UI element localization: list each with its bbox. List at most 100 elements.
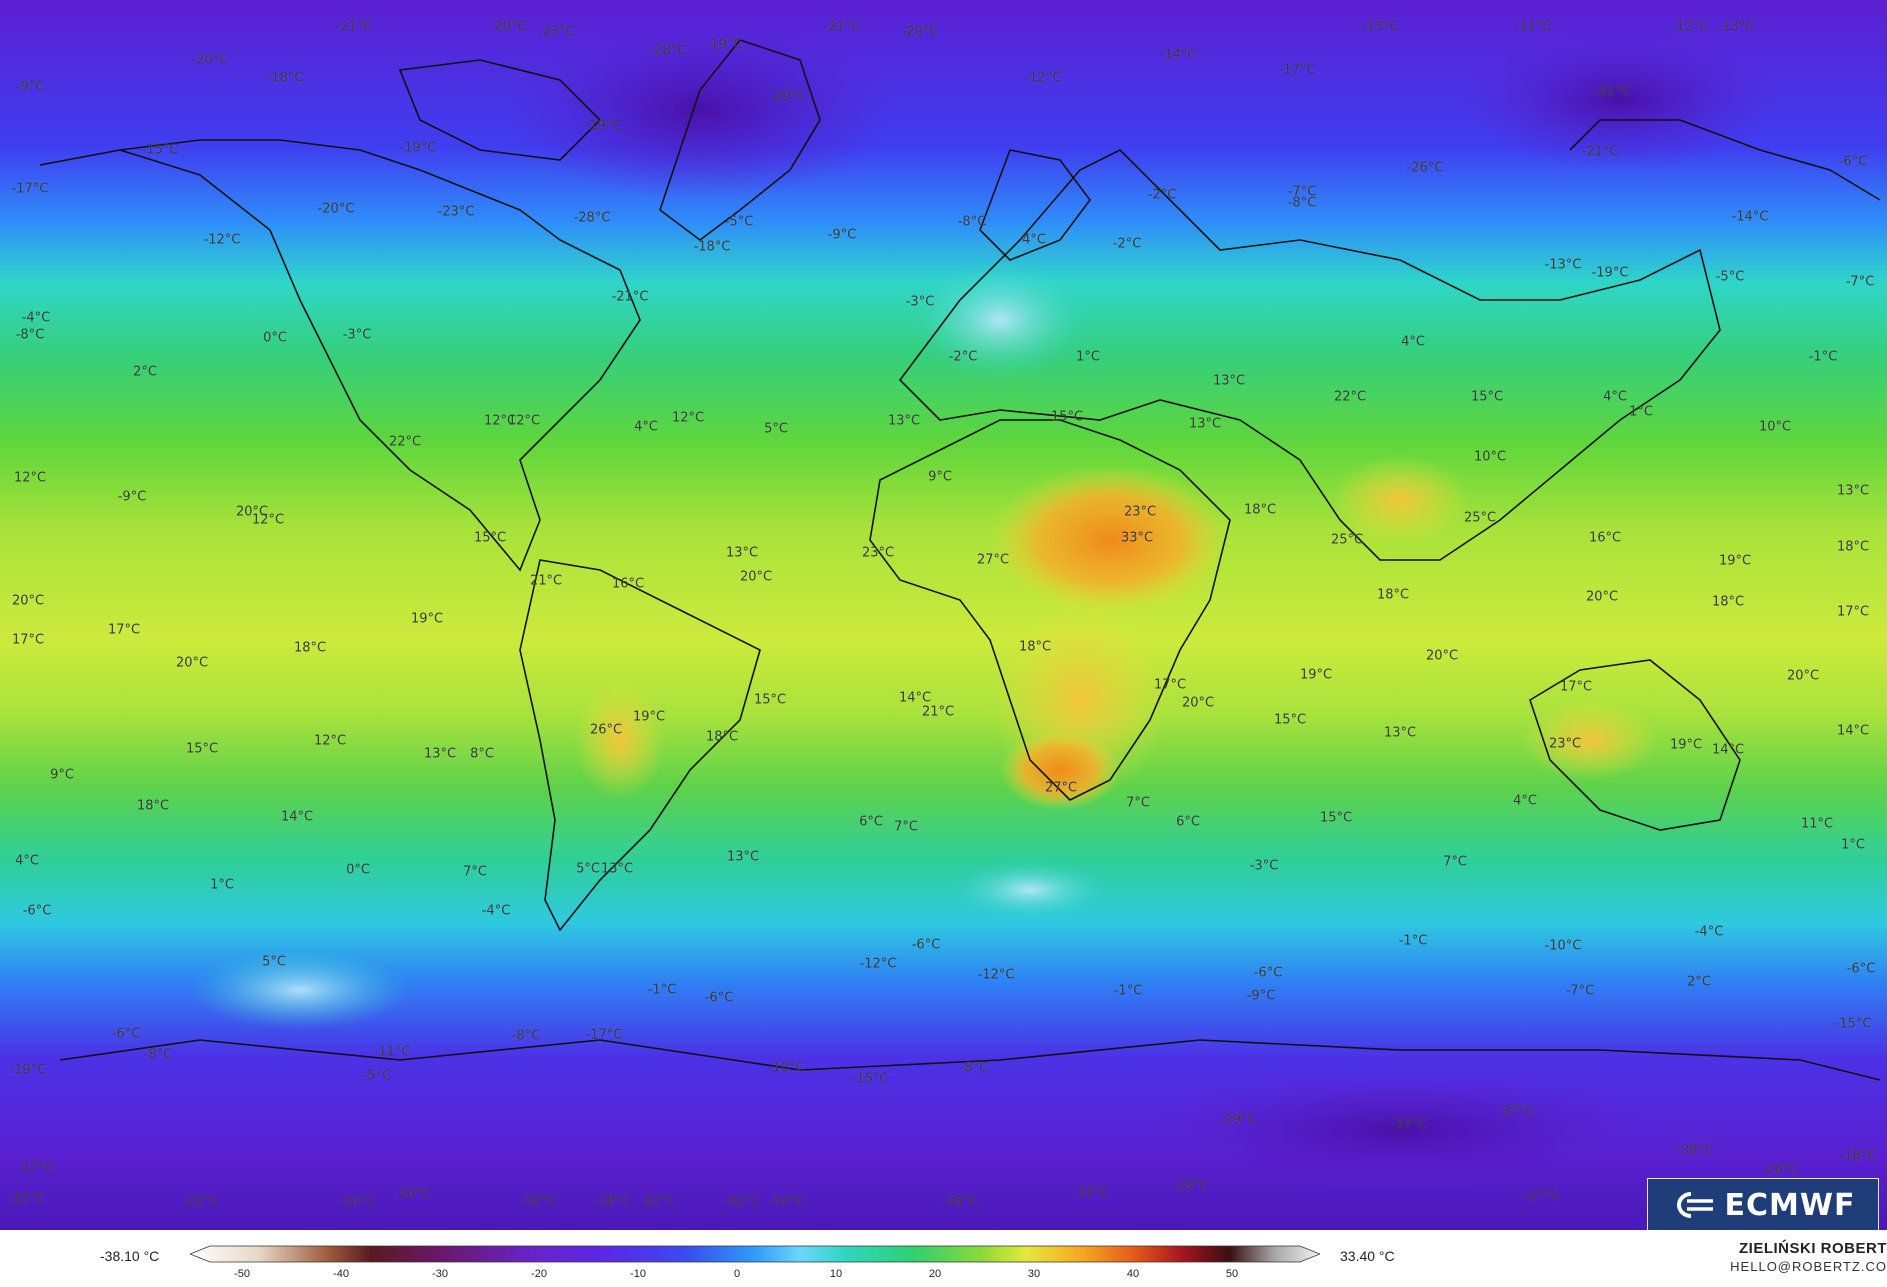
- temperature-label: -12°C: [977, 967, 1015, 983]
- temperature-label: -19°C: [705, 37, 743, 53]
- temperature-label: -1°C: [647, 982, 677, 998]
- temperature-label: 18°C: [1711, 594, 1745, 610]
- temperature-label: -18°C: [1839, 1148, 1877, 1164]
- temperature-label: -8°C: [143, 1047, 173, 1063]
- temperature-label: -2°C: [948, 349, 978, 365]
- temperature-label: 18°C: [136, 798, 170, 814]
- temperature-label: -6°C: [704, 990, 734, 1006]
- temperature-label: -26°C: [1406, 160, 1444, 176]
- temperature-label: -14°C: [1731, 209, 1769, 225]
- temperature-label: 13°C: [600, 861, 634, 877]
- temperature-label: -17°C: [11, 181, 49, 197]
- temperature-label: -13°C: [1361, 19, 1399, 35]
- scale-tick-label: 10: [829, 1268, 843, 1280]
- temperature-label: 15°C: [753, 692, 787, 708]
- temperature-label: -11°C: [373, 1044, 411, 1060]
- temperature-label: 17°C: [11, 632, 45, 648]
- temperature-label: 13°C: [1383, 725, 1417, 741]
- temperature-label: 19°C: [1669, 737, 1703, 753]
- temperature-label: -19°C: [399, 140, 437, 156]
- temperature-label: -8°C: [957, 214, 987, 230]
- temperature-label: -3°C: [342, 327, 372, 343]
- temperature-label: 25°C: [1330, 532, 1364, 548]
- temperature-label: 14°C: [1711, 742, 1745, 758]
- temperature-label: 13°C: [1836, 483, 1870, 499]
- temperature-label: -24°C: [338, 1194, 376, 1210]
- map-background: [0, 0, 1887, 1230]
- temperature-label: -18°C: [266, 70, 304, 86]
- temperature-label: -17°C: [17, 1160, 55, 1176]
- temperature-label: 19°C: [632, 709, 666, 725]
- temperature-label: -21°C: [823, 19, 861, 35]
- temperature-label: -22°C: [182, 1194, 220, 1210]
- temperature-label: 25°C: [1463, 510, 1497, 526]
- temperature-label: -6°C: [1838, 154, 1868, 170]
- temperature-label: 14°C: [898, 690, 932, 706]
- temperature-label: 18°C: [1243, 502, 1277, 518]
- temperature-map: -21°C -20°C -23°C -21°C -20°C -13°C -11°C -12°C…: [0, 0, 1887, 1230]
- temperature-label: 23°C: [1548, 736, 1582, 752]
- scale-tick-label: -10: [630, 1268, 646, 1280]
- temperature-label: -20°C: [901, 24, 939, 40]
- temperature-label: -9°C: [1246, 988, 1276, 1004]
- temperature-label: 15°C: [185, 741, 219, 757]
- temperature-label: 19°C: [1718, 553, 1752, 569]
- temperature-label: 20°C: [1786, 668, 1820, 684]
- temperature-label: 4°C: [1603, 389, 1627, 405]
- temperature-label: -22°C: [8, 1191, 46, 1207]
- temperature-label: 15°C: [1050, 409, 1084, 425]
- temperature-label: -1°C: [1113, 983, 1143, 999]
- temperature-label: -32°C: [519, 1194, 557, 1210]
- scale-tick-label: 30: [1027, 1268, 1041, 1280]
- temperature-label: 5°C: [262, 954, 286, 970]
- temperature-label: -8°C: [15, 327, 45, 343]
- temperature-label: 12°C: [507, 413, 541, 429]
- temperature-label: -10°C: [767, 1060, 805, 1076]
- temperature-label: -18°C: [1171, 1178, 1209, 1194]
- temperature-label: -12°C: [1024, 70, 1062, 86]
- temperature-label: -38°C: [1676, 1143, 1714, 1159]
- temperature-label: 6°C: [1176, 814, 1200, 830]
- temperature-label: -9°C: [827, 227, 857, 243]
- temperature-label: -4°C: [1694, 924, 1724, 940]
- temperature-label: 17°C: [1153, 677, 1187, 693]
- temperature-label: -13°C: [1544, 257, 1582, 273]
- scale-tick-label: 50: [1225, 1268, 1239, 1280]
- temperature-label: 22°C: [1333, 389, 1367, 405]
- temperature-label: -6°C: [1846, 961, 1876, 977]
- temperature-label: 20°C: [739, 569, 773, 585]
- scale-tick-label: 0: [733, 1268, 741, 1280]
- temperature-label: 15°C: [473, 530, 507, 546]
- temperature-label: -11°C: [1514, 19, 1552, 35]
- temperature-label: -18°C: [693, 239, 731, 255]
- temperature-label: -28°C: [649, 43, 687, 59]
- temperature-label: -32°C: [722, 1194, 760, 1210]
- temperature-label: 17°C: [1836, 604, 1870, 620]
- temperature-label: 19°C: [410, 611, 444, 627]
- temperature-label: -9°C: [117, 489, 147, 505]
- temperature-label: 15°C: [1319, 810, 1353, 826]
- temperature-label: -17°C: [585, 1027, 623, 1043]
- temperature-label: 16°C: [611, 576, 645, 592]
- temperature-label: -2°C: [1112, 236, 1142, 252]
- temperature-label: 12°C: [313, 733, 347, 749]
- temperature-label: -6°C: [111, 1026, 141, 1042]
- temperature-label: 1°C: [1629, 404, 1653, 420]
- temperature-label: -20°C: [317, 201, 355, 217]
- temperature-label: -37°C: [1390, 1117, 1428, 1133]
- temperature-label: -12°C: [1671, 19, 1709, 35]
- temperature-label: 4°C: [1513, 793, 1537, 809]
- temperature-label: -12°C: [203, 232, 241, 248]
- scale-tick-label: -50: [234, 1268, 250, 1280]
- temperature-label: 13°C: [423, 746, 457, 762]
- temperature-label: 20°C: [175, 655, 209, 671]
- temperature-label: -7°C: [1845, 274, 1875, 290]
- temperature-label: 13°C: [1212, 373, 1246, 389]
- temperature-label: -36°C: [941, 1194, 979, 1210]
- temperature-label: -31°C: [1593, 84, 1631, 100]
- temperature-label: 23°C: [1123, 504, 1157, 520]
- temperature-label: -3°C: [905, 294, 935, 310]
- temperature-label: -5°C: [1715, 269, 1745, 285]
- temperature-label: 1°C: [1076, 349, 1100, 365]
- temperature-label: 22°C: [388, 434, 422, 450]
